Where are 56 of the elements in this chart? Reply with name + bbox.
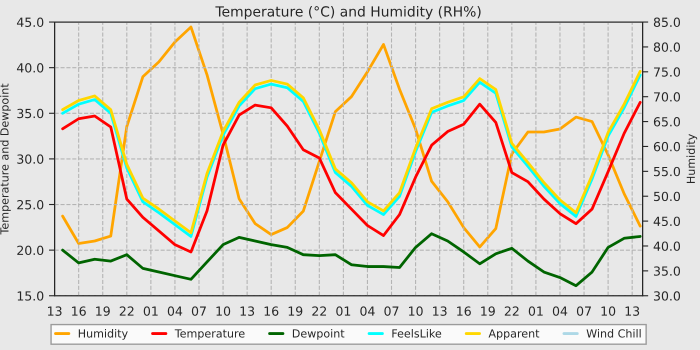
y-tick-label: 40.0 (16, 63, 44, 73)
x-tick-label: 19 (481, 306, 495, 316)
x-tick-label: 01 (528, 306, 543, 316)
y-tick-label: 20.0 (17, 246, 44, 256)
x-tick-label: 07 (576, 306, 591, 316)
y-tick-label: 45.0 (16, 18, 44, 27)
y2-tick-label: 65.0 (654, 117, 680, 127)
legend-label: Dewpoint (292, 329, 344, 340)
x-tick-label: 22 (312, 306, 326, 316)
y2-tick-label: 60.0 (654, 142, 680, 152)
y2-tick-label: 70.0 (654, 92, 680, 102)
x-tick-label: 04 (168, 306, 182, 316)
y2-tick-label: 75.0 (654, 67, 680, 77)
x-tick-label: 10 (409, 306, 423, 316)
x-tick-label: 16 (457, 306, 471, 316)
legend-label: Temperature (174, 329, 245, 340)
legend-label: Apparent (488, 329, 540, 340)
legend-label: Humidity (78, 329, 128, 340)
y-tick-label: 30.0 (17, 154, 44, 164)
y2-tick-label: 35.0 (654, 266, 680, 276)
y2-tick-label: 80.0 (654, 42, 680, 52)
y2-tick-label: 50.0 (654, 192, 680, 202)
x-tick-label: 16 (72, 306, 86, 316)
x-tick-label: 13 (240, 306, 254, 316)
y2-tick-label: 45.0 (654, 216, 680, 226)
y-axis-title: Temperature and Dewpoint (0, 84, 11, 235)
chart-title: Temperature (°C) and Humidity (RH%) (215, 6, 481, 20)
x-tick-label: 13 (48, 306, 62, 316)
x-tick-label: 04 (360, 306, 375, 316)
x-tick-label: 01 (336, 306, 350, 316)
x-tick-label: 13 (433, 306, 447, 316)
x-tick-label: 10 (216, 306, 230, 316)
x-tick-label: 01 (144, 306, 158, 316)
y2-tick-label: 55.0 (654, 166, 680, 176)
line-series (61, 232, 642, 288)
y2-tick-label: 30.0 (654, 291, 680, 301)
x-tick-label: 19 (288, 306, 302, 316)
y2-tick-label: 85.0 (654, 18, 680, 27)
legend-label: FeelsLike (392, 329, 442, 338)
y-tick-label: 25.0 (17, 200, 44, 210)
line-series (61, 100, 642, 254)
x-tick-label: 19 (96, 306, 110, 316)
x-tick-label: 22 (120, 306, 134, 316)
x-tick-label: 10 (602, 306, 616, 316)
y-tick-label: 35.0 (17, 108, 44, 118)
x-tick-label: 16 (264, 306, 278, 316)
x-tick-label: 04 (552, 306, 568, 316)
line-series (61, 26, 642, 248)
y2-tick-label: 40.0 (654, 241, 680, 251)
x-tick-label: 22 (504, 306, 519, 316)
x-tick-label: 13 (626, 306, 640, 316)
y2-axis-title: Humidity (686, 134, 698, 183)
legend-label: Wind Chill (586, 329, 641, 338)
x-tick-label: 07 (384, 306, 398, 316)
y-tick-label: 15.0 (18, 291, 44, 301)
x-tick-label: 07 (192, 306, 206, 316)
